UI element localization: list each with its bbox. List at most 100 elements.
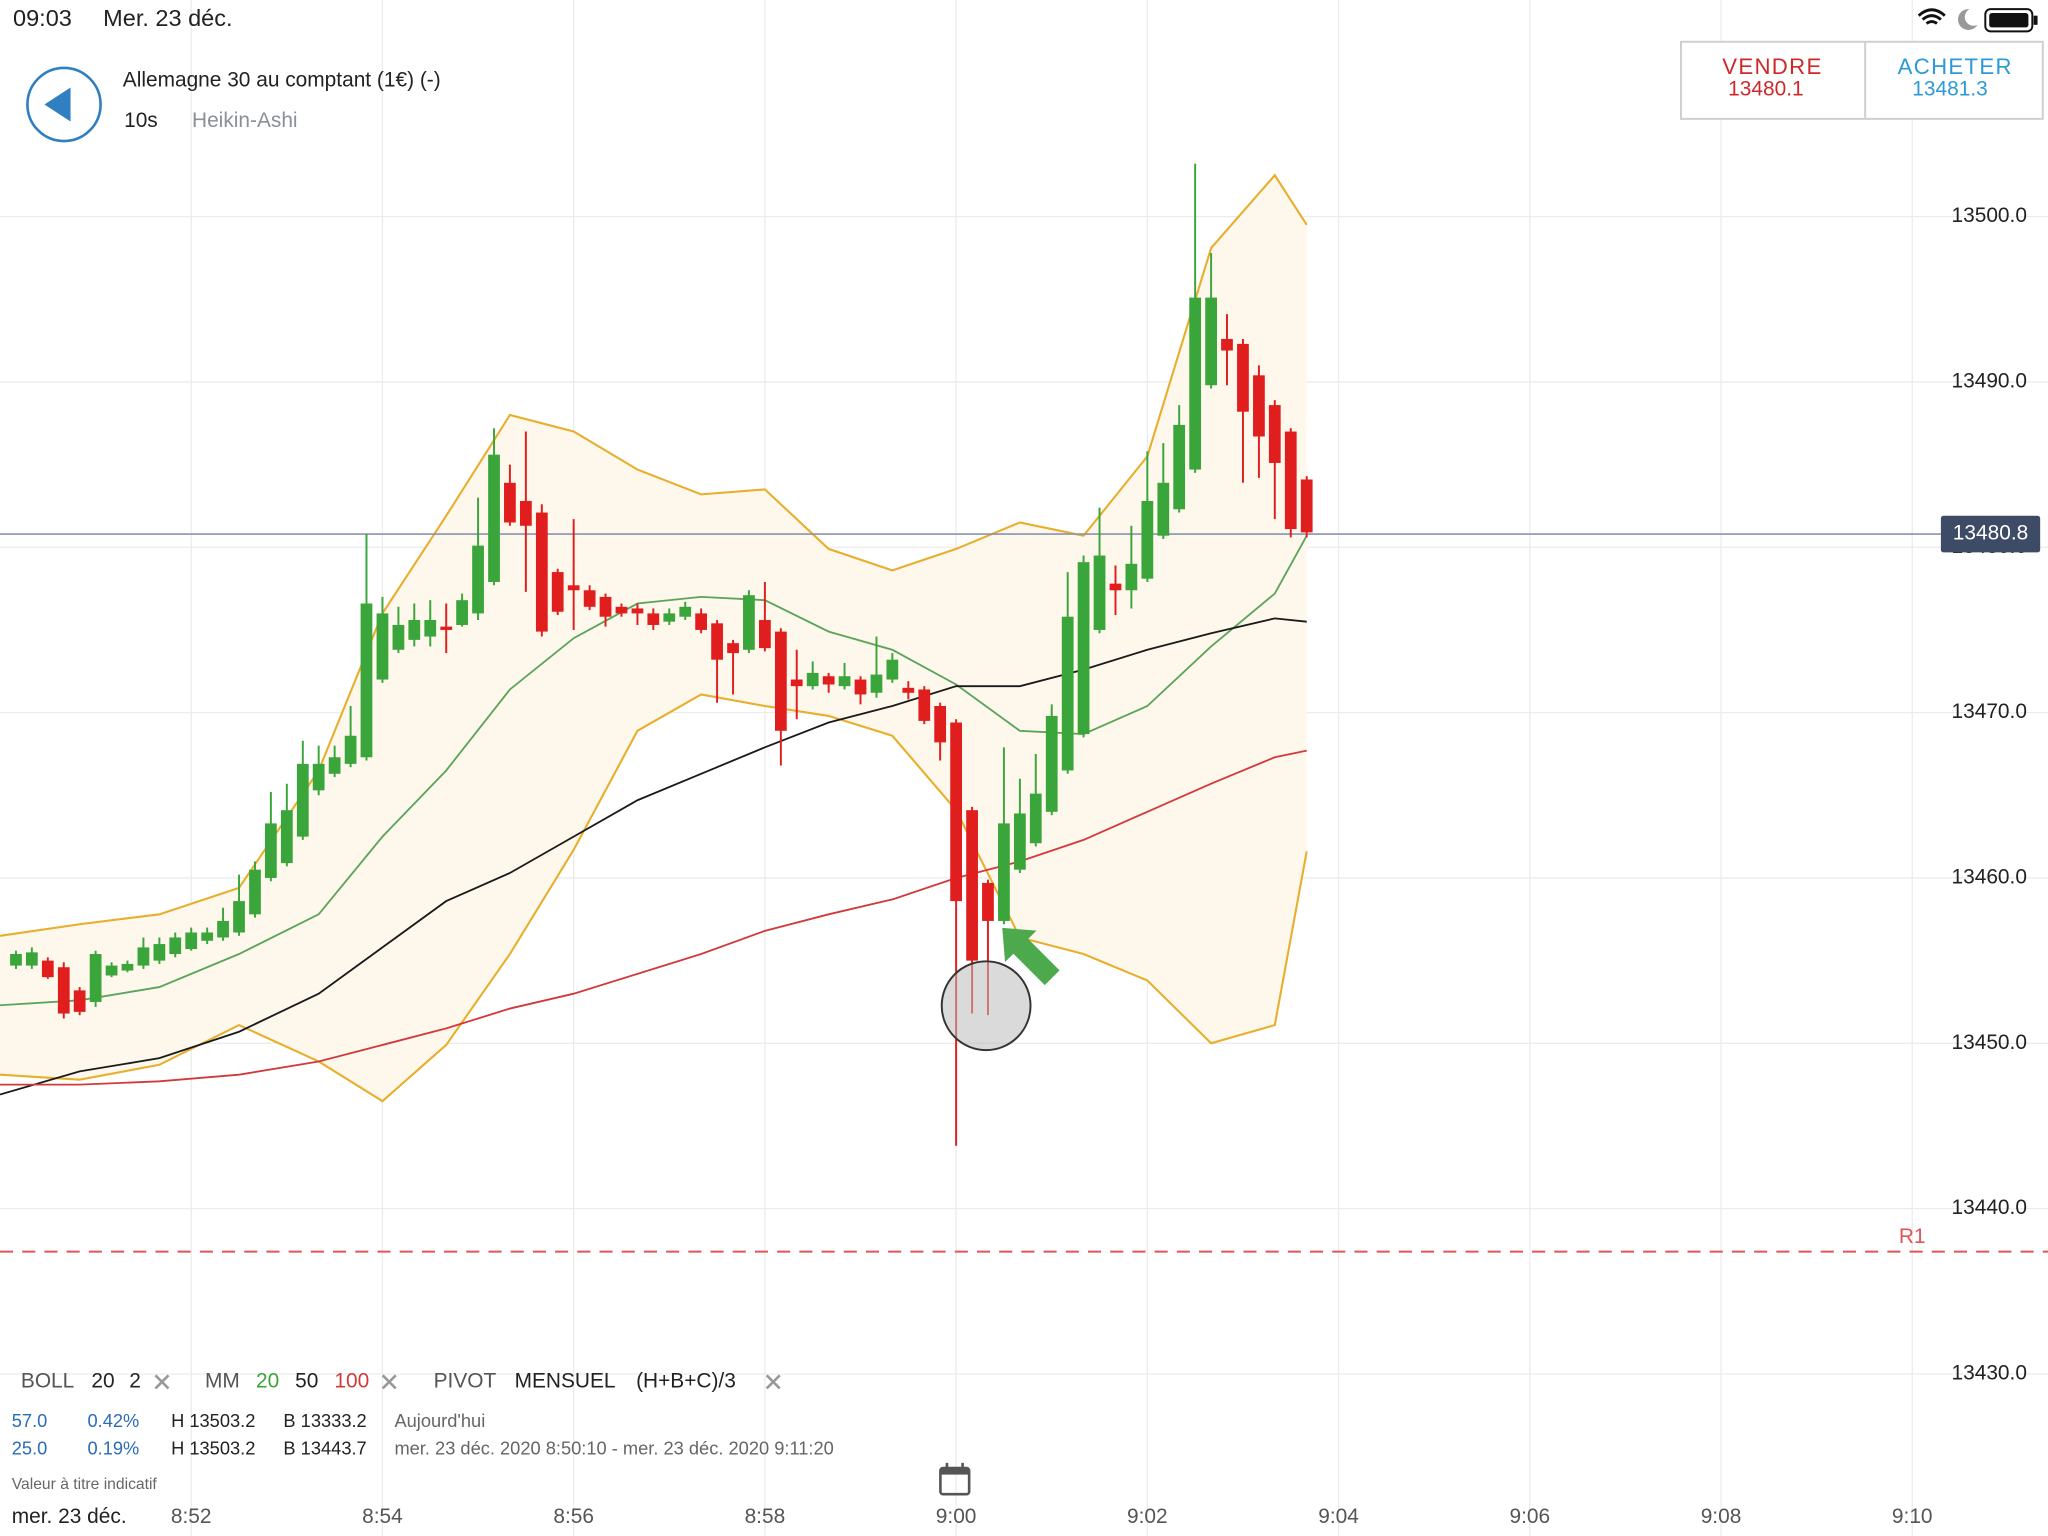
candle-body (966, 810, 978, 961)
candle-body (1014, 813, 1026, 870)
x-tick-label: 9:08 (1701, 1505, 1742, 1528)
candle-body (504, 482, 516, 523)
candle-body (1125, 563, 1138, 591)
candle-body (982, 882, 994, 921)
candle-body (647, 613, 660, 625)
indicator-param: MENSUEL (515, 1369, 616, 1392)
remove-indicator[interactable] (381, 1374, 397, 1390)
candle-body (1141, 500, 1154, 579)
stat-low: B 13333.2 (283, 1410, 366, 1431)
x-tick-label: 8:54 (362, 1505, 403, 1528)
candle-body (743, 595, 755, 650)
x-tick-label: 9:10 (1892, 1505, 1933, 1528)
candle-body (328, 757, 341, 774)
candle-body (1205, 297, 1217, 386)
candle-body (1109, 583, 1122, 591)
chart-style[interactable]: Heikin-Ashi (192, 109, 298, 132)
remove-indicator[interactable] (154, 1374, 170, 1390)
back-button[interactable] (26, 66, 102, 143)
indicator-param: 2 (129, 1369, 141, 1392)
candle-body (551, 572, 564, 612)
candle-body (185, 932, 198, 950)
candle-body (233, 901, 245, 933)
candle-body (535, 512, 548, 632)
candle-body (169, 937, 182, 955)
moving-average (0, 535, 1308, 1007)
candle-body (1268, 405, 1281, 463)
stat-change: 25.0 (12, 1438, 48, 1459)
last-price-label: 13480.8 (1953, 522, 2028, 545)
candle-body (1189, 297, 1202, 470)
y-tick-label: 13470.0 (1951, 700, 2026, 723)
indicator-name[interactable]: MM (205, 1369, 240, 1392)
candle-body (25, 952, 38, 966)
candle-body (424, 620, 437, 637)
candle-body (344, 735, 357, 764)
candle-body (567, 585, 580, 591)
x-tick-label: 9:02 (1127, 1505, 1168, 1528)
candle-body (854, 679, 867, 695)
candle-body (280, 810, 293, 864)
candle-body (472, 545, 484, 614)
stat-percent: 0.42% (88, 1410, 140, 1431)
candle-body (217, 920, 229, 938)
candle-body (838, 676, 851, 687)
moving-average (0, 749, 1307, 1086)
buy-price[interactable]: 13481.3 (1912, 78, 1987, 101)
candle-body (89, 954, 102, 1002)
status-date: Mer. 23 déc. (103, 5, 232, 31)
disclaimer: Valeur à titre indicatif (12, 1476, 158, 1493)
candle-body (631, 608, 644, 614)
candle-body (519, 500, 532, 526)
candle-body (1237, 343, 1249, 412)
candle-body (950, 722, 962, 902)
candle-body (1093, 555, 1106, 630)
y-tick-label: 13460.0 (1951, 865, 2026, 888)
candle-body (695, 613, 707, 630)
candle-body (902, 687, 915, 693)
band-lower (0, 693, 1308, 1103)
candle-body (408, 620, 421, 640)
candle-body (1029, 793, 1042, 844)
x-tick-label: 9:00 (936, 1505, 977, 1528)
indicator-name[interactable]: BOLL (21, 1369, 74, 1392)
sell-label[interactable]: VENDRE (1722, 54, 1822, 79)
x-tick-label: 9:06 (1509, 1505, 1550, 1528)
candle-body (806, 672, 819, 687)
y-tick-label: 13430.0 (1951, 1361, 2026, 1384)
remove-indicator[interactable] (765, 1374, 781, 1390)
candle-body (599, 596, 612, 617)
candle-body (790, 679, 803, 687)
last-price-tag (1940, 515, 2041, 553)
candle-body (296, 763, 309, 837)
calendar-button[interactable] (939, 1462, 971, 1496)
candle-body (249, 869, 261, 915)
candle-body (488, 454, 500, 582)
candle-body (583, 590, 596, 607)
candle-body (1253, 375, 1265, 437)
candle-body (312, 763, 325, 791)
sell-price[interactable]: 13480.1 (1728, 78, 1803, 101)
band-fill (0, 175, 1307, 1102)
buy-label[interactable]: ACHETER (1898, 54, 2013, 79)
indicator-name[interactable]: PIVOT (434, 1369, 497, 1392)
candle-body (105, 965, 118, 976)
x-tick-label: 9:04 (1318, 1505, 1359, 1528)
instrument-title: Allemagne 30 au comptant (1€) (-) (123, 68, 441, 91)
candle-body (201, 932, 214, 941)
candle-body (121, 963, 134, 971)
candle-body (886, 659, 899, 680)
highlight-circle (940, 960, 1032, 1052)
stat-period: Aujourd'hui (394, 1410, 485, 1431)
candle-body (137, 947, 150, 966)
candle-body (1061, 616, 1074, 771)
candle-body (440, 626, 453, 630)
highlight-arrow (1002, 927, 1060, 986)
candle-body (663, 613, 676, 622)
candle-body (1221, 338, 1233, 351)
y-tick-label: 13500.0 (1951, 204, 2026, 227)
candle-body (57, 967, 70, 1014)
interval[interactable]: 10s (124, 109, 158, 132)
